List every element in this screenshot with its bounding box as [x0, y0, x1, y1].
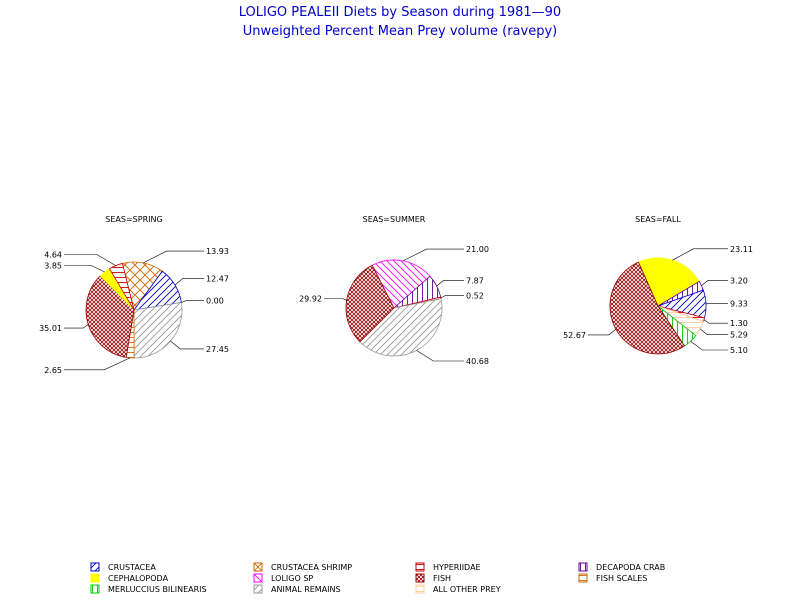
pie-data-label: 23.11 — [730, 245, 753, 254]
legend-label: CRUSTACEA — [108, 563, 156, 572]
pie-leader-line — [416, 350, 464, 362]
pie-leader-line — [701, 280, 728, 286]
pie-seas-fall: SEAS=FALL 23.11 3.20 9.33 1.30 5.29 5.10 52.67 — [563, 215, 753, 355]
pie-data-label: 27.45 — [206, 345, 229, 354]
chart-title: LOLIGO PEALEII Diets by Season during 19… — [238, 5, 562, 20]
legend-swatch — [90, 562, 100, 572]
pie-data-label: 7.87 — [466, 277, 484, 286]
pie-leader-line — [64, 324, 89, 329]
pie-data-label: 1.30 — [730, 319, 748, 328]
pie-data-label: 0.00 — [206, 297, 224, 306]
legend-label: CRUSTACEA SHRIMP — [271, 563, 353, 572]
pie-data-label: 21.00 — [466, 245, 489, 254]
pie-title: SEAS=SPRING — [105, 215, 162, 224]
pie-slice-cephalopoda — [637, 257, 700, 307]
legend-label: LOLIGO SP — [271, 574, 314, 583]
legend-swatch — [253, 562, 263, 572]
pie-data-label: 35.01 — [39, 324, 62, 333]
pie-leader-line — [703, 319, 728, 324]
legend-label: ALL OTHER PREY — [433, 585, 501, 594]
pie-data-label: 5.29 — [730, 331, 748, 340]
pie-charts: SEAS=SPRING 13.93 12.47 0.00 27.45 4.64 3.85 35… — [39, 215, 753, 375]
pie-leader-line — [690, 340, 728, 351]
pie-data-label: 3.20 — [730, 277, 748, 286]
legend-label: CEPHALOPODA — [108, 574, 169, 583]
legend-label: HYPERIIDAE — [433, 563, 481, 572]
pie-title: SEAS=SUMMER — [363, 215, 426, 224]
pie-title: SEAS=FALL — [635, 215, 681, 224]
pie-slice-fish — [85, 275, 135, 358]
pie-leader-line — [402, 248, 464, 262]
pie-slice-animal-remains — [133, 302, 183, 359]
legend-swatch — [415, 562, 425, 572]
legend-label: MERLUCCIUS BILINEARIS — [108, 585, 207, 594]
legend-swatch — [253, 573, 263, 583]
pie-leader-line — [436, 280, 464, 287]
pie-data-label: 0.52 — [466, 291, 484, 300]
legend-swatch — [90, 573, 100, 583]
pie-data-label: 5.10 — [730, 346, 748, 355]
legend-label: ANIMAL REMAINS — [271, 585, 341, 594]
pie-leader-line — [588, 328, 617, 336]
pie-seas-summer: SEAS=SUMMER 21.00 7.87 0.52 40.68 29.92 — [299, 215, 489, 366]
pie-leader-line — [174, 278, 204, 286]
pie-data-label: 52.67 — [563, 331, 586, 340]
pie-data-label: 13.93 — [206, 247, 229, 256]
pie-data-label: 9.33 — [730, 299, 748, 308]
pie-leader-line — [181, 300, 204, 303]
pie-data-label: 2.65 — [44, 366, 62, 375]
pie-leader-line — [143, 250, 204, 264]
legend-label: FISH SCALES — [596, 574, 648, 583]
pie-leader-line — [700, 328, 728, 335]
pie-leader-line — [705, 303, 728, 305]
pie-data-label: 29.92 — [299, 294, 322, 303]
chart-subtitle: Unweighted Percent Mean Prey volume (rav… — [242, 24, 558, 39]
pie-leader-line — [324, 298, 347, 301]
legend-swatch — [578, 573, 588, 583]
legend-label: DECAPODA CRAB — [596, 563, 666, 572]
legend-swatch — [253, 584, 263, 594]
pie-leader-line — [64, 357, 131, 371]
pie-seas-spring: SEAS=SPRING 13.93 12.47 0.00 27.45 4.64 3.85 35… — [39, 215, 229, 375]
pie-leader-line — [170, 340, 204, 350]
pie-leader-line — [672, 248, 728, 261]
pie-leader-line — [440, 295, 464, 299]
legend-swatch — [578, 562, 588, 572]
pie-slice-hyperiidae — [108, 262, 135, 311]
pie-slice-loligo-sp — [371, 259, 431, 309]
legend-label: FISH — [433, 574, 452, 583]
legend-swatch — [90, 584, 100, 594]
pie-data-label: 4.64 — [44, 251, 62, 260]
pie-data-label: 3.85 — [44, 262, 62, 271]
pie-data-label: 40.68 — [466, 357, 489, 366]
pie-leader-line — [64, 265, 105, 273]
pie-leader-line — [64, 254, 116, 266]
legend-swatch — [415, 573, 425, 583]
pie-data-label: 12.47 — [206, 275, 229, 284]
legend-swatch — [415, 584, 425, 594]
